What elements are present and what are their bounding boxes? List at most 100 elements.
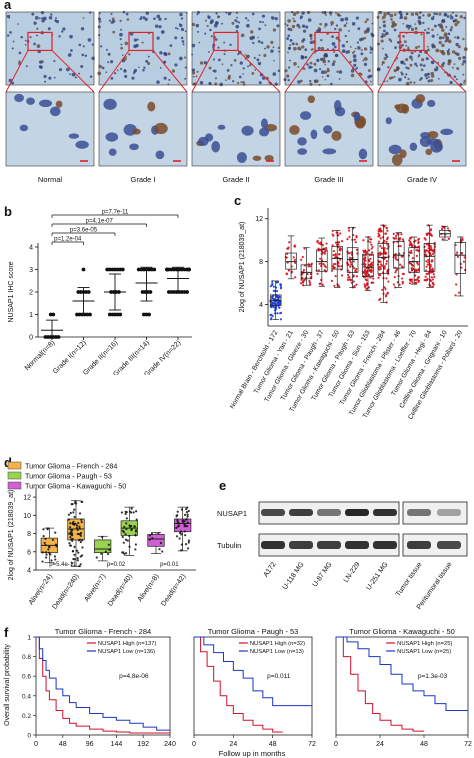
- data-point: [147, 312, 152, 317]
- data-point: [377, 229, 380, 232]
- nucleus: [100, 45, 103, 48]
- nucleus: [413, 81, 416, 84]
- data-point: [455, 283, 458, 286]
- data-point: [159, 541, 163, 545]
- data-point: [54, 558, 57, 561]
- histology-column-5: Grade IV: [376, 10, 468, 184]
- nucleus: [364, 20, 368, 24]
- box-2: [67, 500, 85, 568]
- data-point: [105, 267, 110, 272]
- nucleus: [400, 60, 404, 64]
- data-point: [79, 563, 82, 566]
- data-point: [400, 233, 403, 236]
- nucleus: [320, 46, 325, 51]
- nucleus: [410, 51, 414, 55]
- data-point: [126, 539, 129, 542]
- data-point: [76, 528, 79, 531]
- data-point: [78, 527, 81, 530]
- data-point: [337, 243, 340, 246]
- data-point: [68, 542, 71, 545]
- nucleus: [446, 15, 450, 18]
- nucleus: [456, 78, 458, 81]
- data-point: [425, 265, 428, 268]
- data-point: [124, 533, 127, 536]
- nucleus: [164, 52, 168, 57]
- nucleus: [80, 65, 84, 69]
- nucleus: [107, 52, 111, 56]
- data-point: [431, 259, 434, 262]
- data-point: [430, 247, 433, 250]
- data-point: [317, 247, 320, 250]
- nucleus: [158, 17, 162, 21]
- nucleus: [352, 54, 357, 58]
- y-tick-label: 4: [29, 245, 33, 252]
- nucleus: [54, 19, 58, 23]
- nucleus: [402, 35, 405, 38]
- nucleus: [310, 48, 313, 51]
- nucleus: [330, 14, 332, 16]
- x-tick-label: 48: [420, 741, 428, 748]
- nucleus: [244, 17, 248, 20]
- nucleus: [169, 44, 173, 47]
- nucleus: [247, 19, 250, 22]
- x-axis-label: Follow up in months: [219, 749, 286, 758]
- nucleus: [332, 60, 336, 64]
- data-point: [427, 250, 430, 253]
- nucleus: [436, 69, 439, 71]
- nucleus: [420, 68, 424, 72]
- data-point: [410, 249, 413, 252]
- data-point: [347, 263, 350, 266]
- data-point: [369, 276, 372, 279]
- data-point: [72, 520, 75, 523]
- nucleus: [53, 76, 56, 79]
- nucleus: [301, 55, 304, 59]
- nucleus: [391, 20, 396, 25]
- lane-label: Peritumoral tissue: [416, 561, 454, 611]
- nucleus: [287, 19, 291, 23]
- nucleus: [43, 74, 47, 79]
- nucleus: [66, 67, 70, 72]
- data-point: [380, 252, 384, 255]
- nucleus: [462, 60, 466, 64]
- nucleus: [438, 36, 443, 40]
- nucleus: [154, 122, 168, 135]
- nucleus: [264, 24, 267, 27]
- nucleus: [210, 35, 213, 38]
- y-axis-label: 2log of NUSAP1 (218039_at): [8, 490, 15, 581]
- data-point: [401, 238, 405, 241]
- box-13: [454, 236, 467, 297]
- data-point: [362, 261, 366, 264]
- histology-column-1: Normal: [5, 10, 95, 184]
- data-point: [71, 537, 74, 540]
- nucleus: [214, 77, 217, 80]
- data-point: [182, 290, 187, 294]
- nucleus: [206, 24, 209, 28]
- nucleus: [163, 76, 167, 80]
- data-point: [370, 271, 373, 274]
- nucleus: [399, 13, 403, 17]
- nucleus: [403, 16, 408, 20]
- nucleus: [334, 106, 346, 117]
- data-point: [430, 248, 433, 252]
- data-point: [386, 229, 389, 232]
- data-point: [319, 257, 322, 260]
- data-point: [355, 248, 359, 251]
- nucleus: [251, 12, 255, 16]
- nucleus: [345, 22, 348, 24]
- tile-border: [5, 91, 95, 167]
- nucleus: [356, 66, 359, 69]
- data-point: [285, 256, 288, 259]
- data-point: [380, 247, 384, 250]
- data-point: [80, 518, 83, 521]
- data-point: [339, 232, 342, 235]
- data-point: [134, 548, 137, 551]
- nucleus: [178, 56, 183, 61]
- nucleus: [36, 44, 41, 48]
- nucleus: [138, 66, 140, 69]
- blot-band: [261, 541, 285, 549]
- plot-frame: [35, 636, 171, 736]
- nucleus: [409, 55, 413, 59]
- data-point: [364, 272, 367, 276]
- nucleus: [264, 47, 267, 50]
- data-point: [69, 526, 72, 529]
